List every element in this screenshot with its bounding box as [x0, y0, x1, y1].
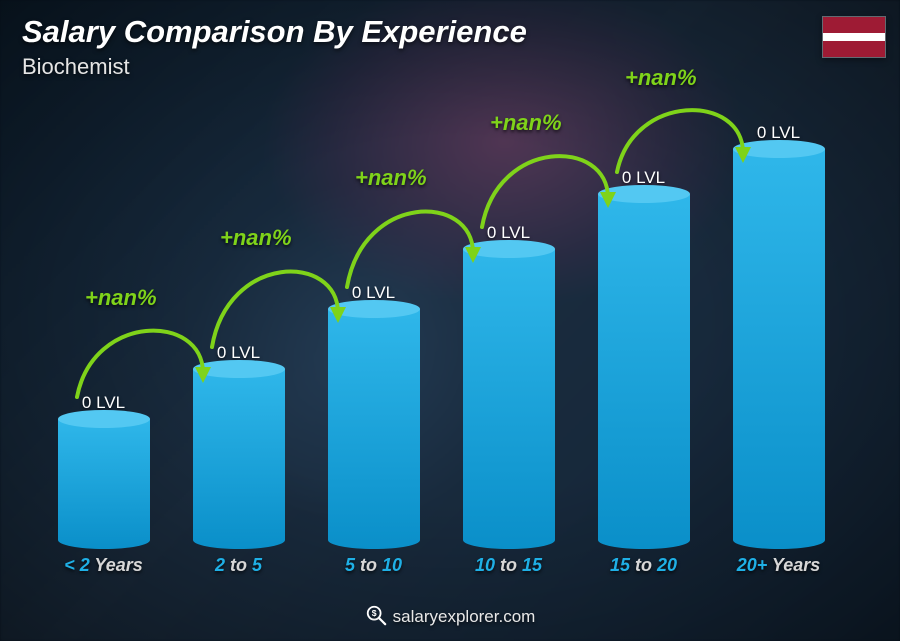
svg-text:$: $	[371, 608, 376, 618]
bar-slot: 0 LVL+nan%	[711, 90, 846, 549]
x-axis-label: 5 to 10	[306, 555, 441, 576]
country-flag-icon	[822, 16, 886, 58]
x-axis-label: 2 to 5	[171, 555, 306, 576]
delta-label: +nan%	[625, 65, 697, 91]
flag-stripe-top	[823, 17, 885, 33]
bar-slot: 0 LVL	[36, 90, 171, 549]
bar	[328, 309, 420, 549]
x-axis-label: 20+ Years	[711, 555, 846, 576]
bar	[193, 369, 285, 549]
x-axis-label: < 2 Years	[36, 555, 171, 576]
bar-slot: 0 LVL+nan%	[306, 90, 441, 549]
bar	[58, 419, 150, 549]
bar-slot: 0 LVL+nan%	[171, 90, 306, 549]
x-axis-label: 10 to 15	[441, 555, 576, 576]
bar-chart: 0 LVL0 LVL+nan%0 LVL+nan%0 LVL+nan%0 LVL…	[36, 90, 846, 577]
infographic-container: Salary Comparison By Experience Biochemi…	[0, 0, 900, 641]
bars-row: 0 LVL0 LVL+nan%0 LVL+nan%0 LVL+nan%0 LVL…	[36, 90, 846, 549]
bar	[733, 149, 825, 549]
chart-title: Salary Comparison By Experience	[22, 14, 527, 50]
bar-slot: 0 LVL+nan%	[441, 90, 576, 549]
x-axis-labels: < 2 Years2 to 55 to 1010 to 1515 to 2020…	[36, 553, 846, 577]
flag-stripe-mid	[823, 33, 885, 41]
chart-subtitle: Biochemist	[22, 54, 130, 80]
bar	[463, 249, 555, 549]
x-axis-label: 15 to 20	[576, 555, 711, 576]
bar-slot: 0 LVL+nan%	[576, 90, 711, 549]
footer-text: salaryexplorer.com	[393, 607, 536, 626]
bar	[598, 194, 690, 549]
flag-stripe-bottom	[823, 41, 885, 57]
magnifier-dollar-icon: $	[365, 604, 387, 626]
footer: $ salaryexplorer.com	[0, 604, 900, 627]
